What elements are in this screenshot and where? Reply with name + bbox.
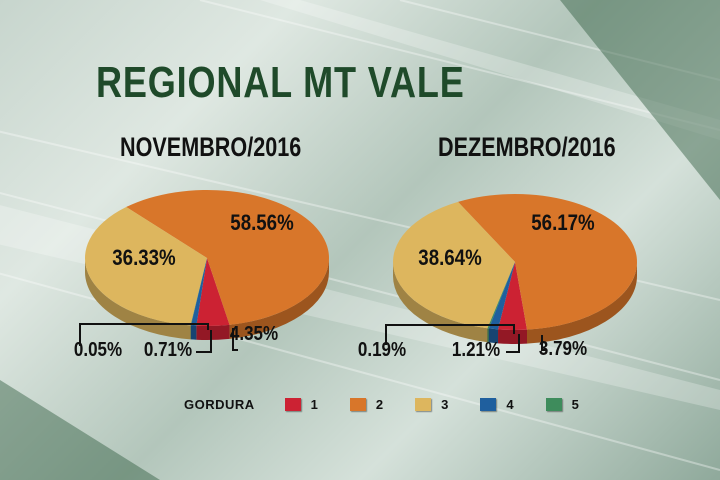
legend-label: 5 <box>571 396 579 412</box>
leader-line-4 <box>506 334 520 353</box>
slice-label-2: 56.17% <box>531 212 594 236</box>
page-title: REGIONAL MT VALE <box>96 58 465 107</box>
chart-title-novembro: NOVEMBRO/2016 <box>120 132 302 162</box>
pie-side-4 <box>488 328 499 344</box>
pie-side-4 <box>190 325 197 340</box>
slice-label-3: 38.64% <box>418 247 481 271</box>
slice-label-1: 4.35% <box>230 322 278 345</box>
pie-slice-2 <box>126 189 329 325</box>
pie-slice-5 <box>487 262 515 329</box>
pie-slice-3 <box>393 201 515 329</box>
pie-slice-4 <box>488 262 515 330</box>
pie-chart-1: 3.79% 56.17% 38.64% 1.21% 0.19% <box>358 194 638 361</box>
chart-title-dezembro: DEZEMBRO/2016 <box>438 132 616 162</box>
pie-side-5 <box>487 328 489 343</box>
legend-label: 2 <box>375 396 384 412</box>
leader-line-1 <box>541 335 546 351</box>
leader-line-5 <box>385 324 515 345</box>
legend-item-1: 1 <box>284 396 318 412</box>
legend-label: 1 <box>310 396 318 412</box>
legend-swatch <box>480 397 497 411</box>
slice-label-2: 58.56% <box>230 212 293 236</box>
pie-slice-3 <box>85 207 207 326</box>
pie-chart-0: 4.35% 58.56% 36.33% 0.71% 0.05% <box>74 189 329 361</box>
legend-swatch <box>284 397 301 411</box>
slice-label-4: 1.21% <box>452 338 500 361</box>
legend-swatch <box>415 397 432 411</box>
slice-label-3: 36.33% <box>112 247 175 271</box>
leader-line-4 <box>196 330 212 353</box>
leader-line-1 <box>232 328 238 351</box>
slice-label-1: 3.79% <box>539 337 587 360</box>
legend-item-4: 4 <box>480 396 514 412</box>
leader-line-5 <box>79 323 209 346</box>
pie-slice-5 <box>190 258 207 326</box>
legend-label: 3 <box>441 396 449 412</box>
legend-title: GORDURA <box>184 396 255 412</box>
legend-swatch <box>349 397 366 411</box>
pie-side-1 <box>498 329 527 345</box>
pie-slice-4 <box>190 258 207 326</box>
pie-slice-1 <box>196 258 230 326</box>
slice-label-5: 0.19% <box>358 338 406 361</box>
legend: GORDURA 1 2 3 4 5 <box>184 394 611 414</box>
legend-swatch <box>545 397 562 411</box>
pie-slice-2 <box>457 194 638 330</box>
pie-side-2 <box>526 262 637 344</box>
slice-label-4: 0.71% <box>144 338 192 361</box>
slice-label-5: 0.05% <box>74 338 122 361</box>
legend-label: 4 <box>506 396 514 412</box>
legend-item-3: 3 <box>415 397 448 412</box>
legend-item-5: 5 <box>545 396 579 412</box>
pie-slice-1 <box>498 262 527 330</box>
pie-side-1 <box>196 324 230 340</box>
pie-side-3 <box>393 262 488 343</box>
legend-item-2: 2 <box>349 396 384 412</box>
pie-side-2 <box>229 258 329 339</box>
